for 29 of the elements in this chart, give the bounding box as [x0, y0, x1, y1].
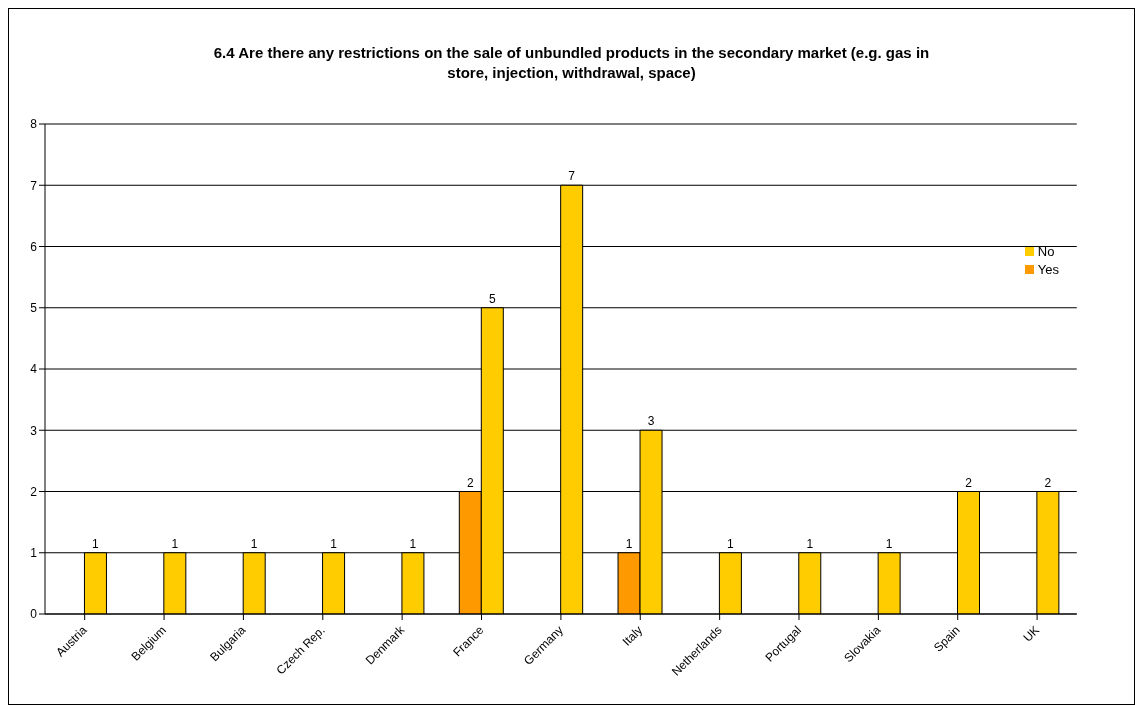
- data-label: 2: [965, 475, 973, 490]
- y-tick-label: 2: [30, 484, 38, 499]
- y-tick-label: 3: [30, 423, 38, 438]
- legend-label: No: [1037, 244, 1055, 259]
- y-tick-label: 0: [30, 607, 38, 622]
- data-label: 1: [250, 536, 258, 551]
- data-label: 3: [647, 414, 655, 429]
- y-tick-label: 1: [30, 546, 38, 561]
- data-label: 2: [1044, 475, 1052, 490]
- data-label: 1: [806, 536, 814, 551]
- y-tick-label: 7: [30, 178, 38, 193]
- legend-label: Yes: [1037, 262, 1059, 277]
- y-tick-label: 4: [30, 362, 38, 377]
- data-label: 1: [727, 536, 735, 551]
- data-label: 5: [488, 291, 496, 306]
- x-tick-label: UK: [1020, 623, 1043, 645]
- y-tick-label: 5: [30, 301, 38, 316]
- y-tick-label: 8: [30, 117, 38, 132]
- data-label: 1: [92, 536, 100, 551]
- data-label: 1: [625, 536, 633, 551]
- data-label: 7: [568, 169, 576, 184]
- y-tick-label: 6: [30, 239, 38, 254]
- chart-title: 6.4 Are there any restrictions on the sale of unbundled products in the secondary market (e.g. gas in store, injection, withdrawal, space): [212, 43, 931, 83]
- data-label: 2: [466, 475, 474, 490]
- data-label: 1: [409, 536, 417, 551]
- data-label: 1: [171, 536, 179, 551]
- data-label: 1: [330, 536, 338, 551]
- data-label: 1: [885, 536, 893, 551]
- x-tick-label: Italy: [619, 623, 646, 649]
